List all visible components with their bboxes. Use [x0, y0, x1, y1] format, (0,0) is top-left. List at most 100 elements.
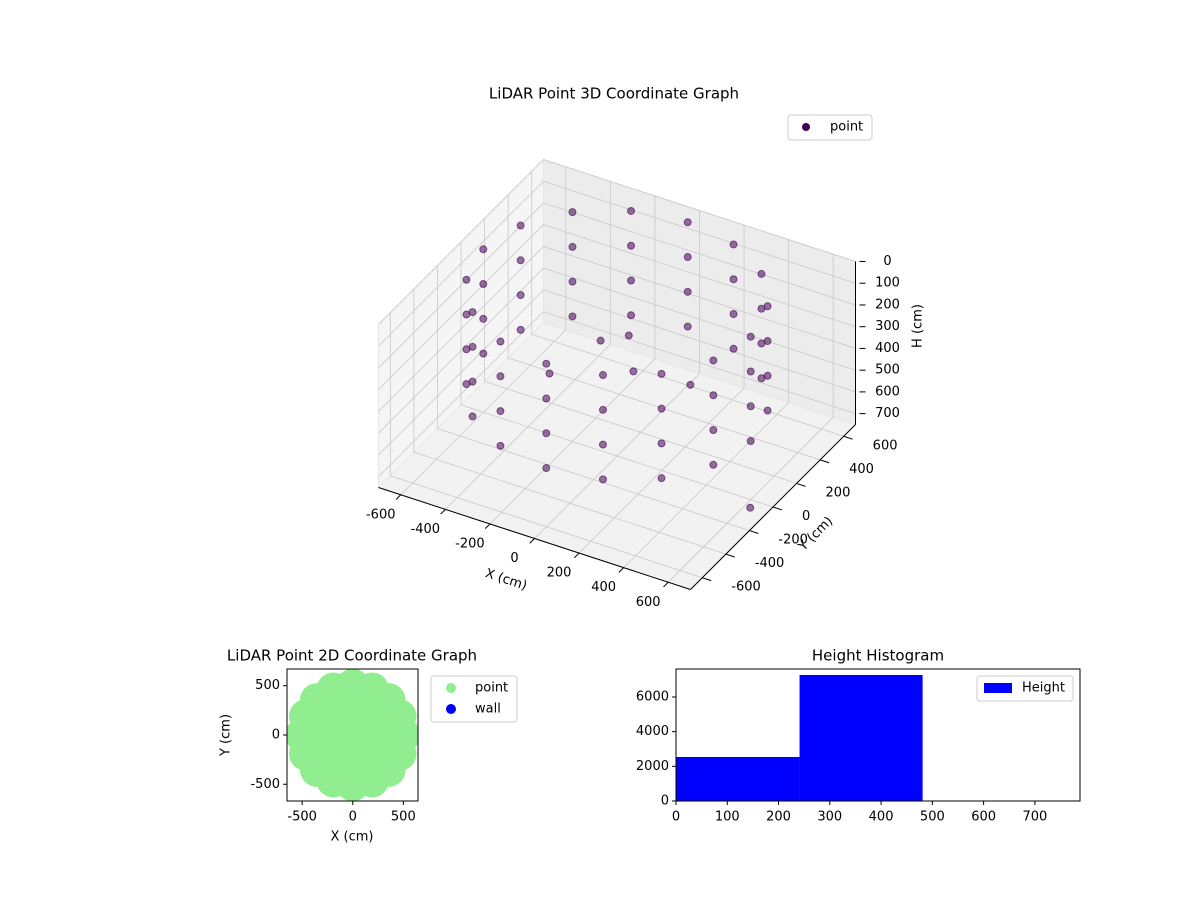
y-tick [702, 577, 712, 582]
legend-patch [984, 683, 1012, 693]
point [683, 218, 692, 227]
grid-line [413, 451, 726, 555]
x-tick-label: 700 [1022, 810, 1047, 825]
point [709, 426, 718, 435]
point [542, 464, 551, 473]
y-tick-label: 2000 [636, 759, 669, 774]
z-tick-label: 700 [875, 406, 900, 421]
point [627, 206, 636, 215]
point [627, 311, 636, 320]
point [568, 242, 577, 251]
point [516, 256, 525, 265]
point [598, 440, 607, 449]
point [686, 380, 695, 389]
z-tick-label: 500 [875, 363, 900, 378]
x-tick-label: 300 [817, 810, 842, 825]
x-tick [484, 523, 491, 529]
x-tick-label: 400 [869, 810, 894, 825]
legend-marker [446, 683, 456, 693]
plot-area [287, 669, 418, 801]
point [598, 371, 607, 380]
x-tick-label: 0 [510, 551, 518, 566]
point [627, 276, 636, 285]
point [624, 331, 633, 340]
legend-box [976, 675, 1074, 702]
x-tick-label: 100 [715, 810, 740, 825]
point [479, 245, 488, 254]
point [496, 337, 505, 346]
z-tick-label: 600 [875, 384, 900, 399]
y-tick-label: -400 [755, 556, 785, 571]
y-tick [772, 506, 783, 511]
x-tick-label: 400 [591, 580, 616, 595]
grid-line [378, 180, 544, 347]
grid-line [437, 428, 750, 531]
x-tick [529, 538, 535, 544]
z-axis-label: H (cm) [911, 304, 926, 348]
point [746, 437, 755, 446]
point [683, 287, 692, 296]
legend-label: Height [1022, 681, 1065, 696]
x-tick-label: 600 [636, 595, 661, 610]
legend-label: point [830, 120, 863, 135]
point [709, 391, 718, 400]
grid-line [460, 404, 774, 508]
legend-label: wall [475, 702, 501, 717]
legend-label: point [475, 681, 508, 696]
point [542, 359, 551, 368]
grid-line [543, 246, 856, 349]
x-tick [663, 581, 669, 588]
point [729, 275, 738, 284]
point [709, 356, 718, 365]
point [479, 280, 488, 289]
point [757, 374, 766, 383]
y-tick [819, 459, 830, 464]
x-tick-label: -500 [287, 810, 317, 825]
y-tick-label: -200 [778, 533, 808, 548]
grid-line [543, 289, 856, 393]
point [683, 322, 692, 331]
point [729, 240, 738, 249]
point [729, 310, 738, 319]
point [335, 718, 370, 752]
point [596, 336, 605, 345]
point [598, 475, 607, 484]
point [479, 349, 488, 358]
point [496, 407, 505, 416]
point [746, 332, 755, 341]
point [709, 460, 718, 469]
point [568, 277, 577, 286]
bar [799, 674, 923, 801]
point [516, 325, 525, 334]
y-tick-label: 400 [849, 462, 874, 477]
point [468, 412, 477, 421]
grid-line [543, 311, 856, 415]
z-tick-label: 0 [883, 254, 891, 269]
y-tick-label: 200 [826, 485, 851, 500]
point [746, 367, 755, 376]
point [729, 344, 738, 353]
grid-line [378, 289, 544, 456]
grid-line [543, 267, 856, 371]
x-tick-label: 200 [766, 810, 791, 825]
grid-line [378, 246, 544, 412]
point [462, 380, 471, 389]
y-tick-label: -600 [731, 580, 761, 595]
y-tick-label: 600 [873, 438, 898, 453]
point [598, 405, 607, 414]
point [746, 402, 755, 411]
y-tick-label: 0 [661, 794, 669, 809]
y-axis-label: Y (cm) [219, 714, 234, 757]
y-tick [843, 435, 853, 440]
legend-box [787, 114, 873, 141]
point [542, 429, 551, 438]
point [545, 369, 554, 378]
grid-line [543, 180, 856, 284]
grid-line [543, 159, 856, 262]
x-tick-label: 0 [672, 810, 680, 825]
grid-line [378, 202, 544, 369]
x-tick [574, 552, 580, 559]
chart-title: LiDAR Point 2D Coordinate Graph [227, 647, 477, 665]
point [516, 291, 525, 300]
z-tick-label: 300 [875, 319, 900, 334]
